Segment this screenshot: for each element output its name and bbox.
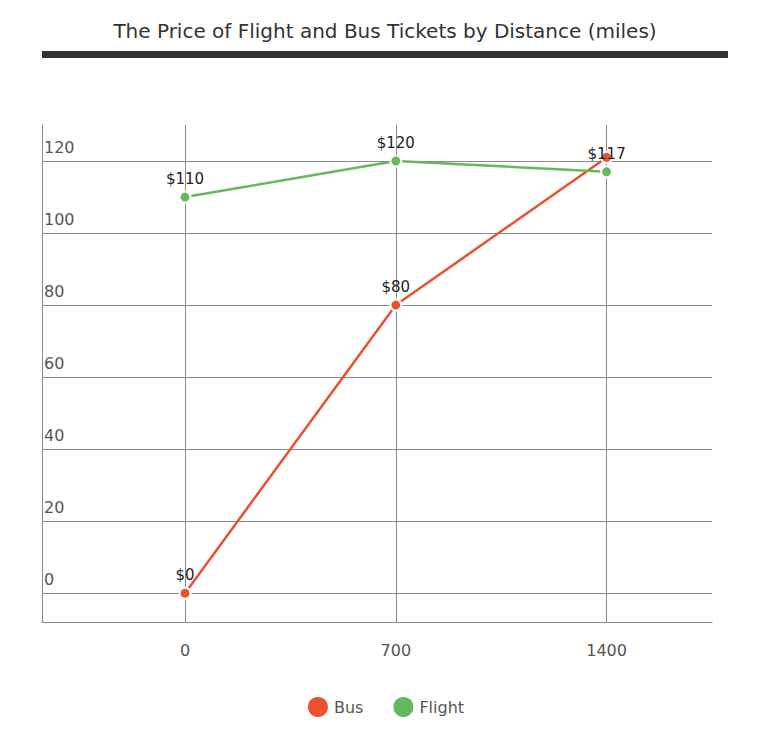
- svg-text:$0: $0: [175, 566, 194, 584]
- svg-text:0: 0: [180, 641, 190, 660]
- svg-text:Bus: Bus: [334, 698, 363, 717]
- svg-text:100: 100: [44, 210, 75, 229]
- svg-text:20: 20: [44, 498, 64, 517]
- svg-text:The Price of Flight and Bus Ti: The Price of Flight and Bus Tickets by D…: [112, 19, 656, 43]
- svg-text:Flight: Flight: [419, 698, 464, 717]
- svg-text:120: 120: [44, 138, 75, 157]
- svg-text:$110: $110: [166, 170, 204, 188]
- svg-text:$80: $80: [381, 278, 410, 296]
- svg-text:700: 700: [381, 641, 412, 660]
- svg-text:0: 0: [44, 570, 54, 589]
- svg-text:$117: $117: [588, 145, 626, 163]
- svg-text:60: 60: [44, 354, 64, 373]
- svg-text:1400: 1400: [586, 641, 627, 660]
- svg-text:$120: $120: [377, 134, 415, 152]
- svg-text:80: 80: [44, 282, 64, 301]
- svg-text:40: 40: [44, 426, 64, 445]
